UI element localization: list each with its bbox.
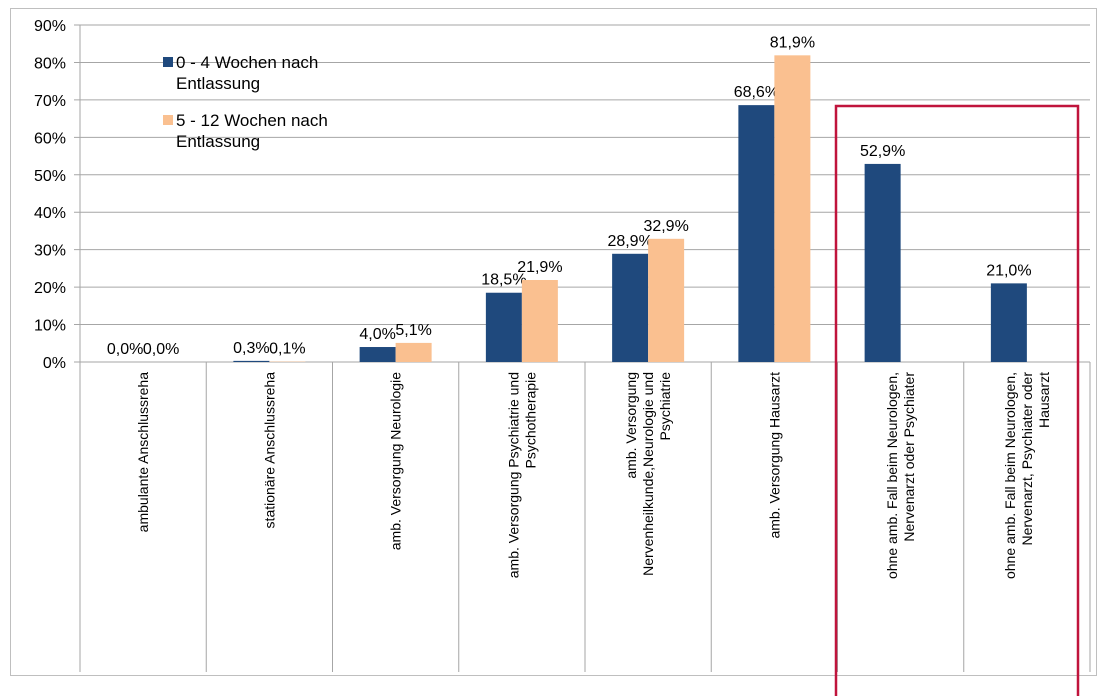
y-tick-label: 0% bbox=[43, 355, 66, 372]
bar bbox=[395, 342, 432, 362]
value-label: 0,3% bbox=[233, 340, 269, 357]
highlight-box bbox=[834, 104, 1080, 696]
value-label: 0,0% bbox=[143, 341, 179, 358]
bar bbox=[612, 253, 649, 362]
value-label: 18,5% bbox=[481, 272, 526, 289]
x-tick-label: amb. Versorgung Hausarzt bbox=[766, 372, 782, 539]
value-label: 0,0% bbox=[107, 341, 143, 358]
x-tick-label: Hausarzt bbox=[1036, 372, 1052, 428]
bar bbox=[648, 238, 685, 362]
y-tick-label: 80% bbox=[34, 55, 66, 72]
x-tick-label: Nervenarzt oder Psychiater bbox=[901, 372, 917, 542]
legend-swatch bbox=[163, 115, 173, 125]
x-tick-label: Psychotherapie bbox=[522, 372, 538, 469]
value-label: 21,9% bbox=[517, 259, 562, 276]
legend-label: 5 - 12 Wochen nach Entlassung bbox=[176, 111, 328, 151]
legend-label: 0 - 4 Wochen nach Entlassung bbox=[176, 53, 319, 93]
y-tick-label: 90% bbox=[34, 18, 66, 35]
y-tick-label: 60% bbox=[34, 130, 66, 147]
x-tick-label: Nervenheilkunde,Neurologie und bbox=[640, 372, 656, 576]
value-label: 21,0% bbox=[986, 262, 1031, 279]
bar bbox=[359, 347, 396, 362]
value-label: 4,0% bbox=[359, 326, 395, 343]
y-tick-label: 10% bbox=[34, 318, 66, 335]
legend-swatch bbox=[163, 57, 173, 67]
value-label: 28,9% bbox=[607, 233, 652, 250]
y-tick-label: 50% bbox=[34, 168, 66, 185]
x-tick-label: ohne amb. Fall beim Neurologen, bbox=[1002, 372, 1018, 579]
x-tick-label: ohne amb. Fall beim Neurologen, bbox=[884, 372, 900, 579]
x-tick-label: stationäre Anschlussreha bbox=[261, 372, 277, 529]
value-label: 81,9% bbox=[770, 34, 815, 51]
bar bbox=[485, 292, 522, 362]
x-tick-label: Psychiatrie bbox=[657, 372, 673, 441]
bar bbox=[774, 55, 811, 363]
bar bbox=[738, 105, 775, 363]
y-tick-label: 20% bbox=[34, 280, 66, 297]
y-tick-label: 70% bbox=[34, 93, 66, 110]
value-label: 32,9% bbox=[643, 218, 688, 235]
x-tick-label: amb. Versorgung bbox=[623, 372, 639, 479]
value-label: 52,9% bbox=[860, 143, 905, 160]
bar bbox=[521, 279, 558, 362]
x-tick-label: amb. Versorgung Psychiatrie und bbox=[505, 372, 521, 578]
bar bbox=[990, 283, 1027, 362]
y-tick-label: 30% bbox=[34, 243, 66, 260]
bar bbox=[864, 163, 901, 362]
value-label: 5,1% bbox=[395, 322, 431, 339]
bar bbox=[233, 360, 270, 362]
x-tick-label: ambulante Anschlussreha bbox=[135, 372, 151, 533]
y-tick-label: 40% bbox=[34, 205, 66, 222]
value-label: 0,1% bbox=[269, 341, 305, 358]
x-tick-label: amb. Versorgung Neurologie bbox=[388, 372, 404, 550]
chart-border bbox=[10, 8, 1097, 676]
x-tick-label: Nervenarzt, Psychiater oder bbox=[1019, 372, 1035, 546]
value-label: 68,6% bbox=[734, 84, 779, 101]
